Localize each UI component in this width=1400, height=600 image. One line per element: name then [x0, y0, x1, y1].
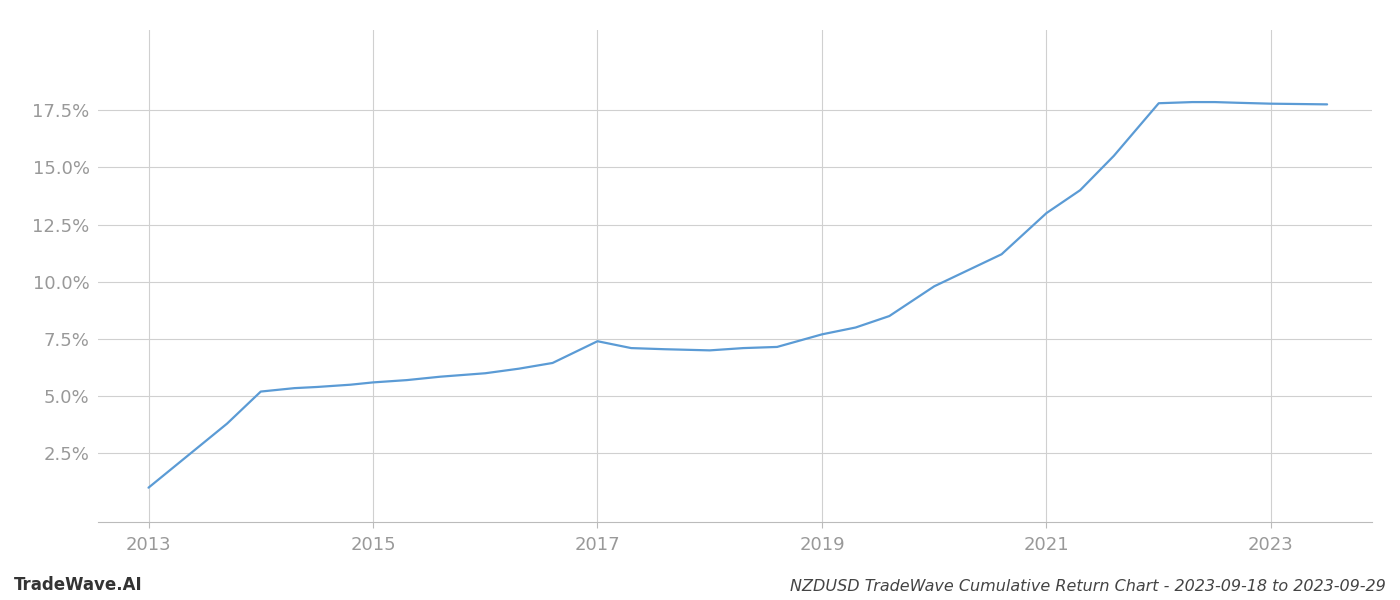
- Text: NZDUSD TradeWave Cumulative Return Chart - 2023-09-18 to 2023-09-29: NZDUSD TradeWave Cumulative Return Chart…: [790, 579, 1386, 594]
- Text: TradeWave.AI: TradeWave.AI: [14, 576, 143, 594]
